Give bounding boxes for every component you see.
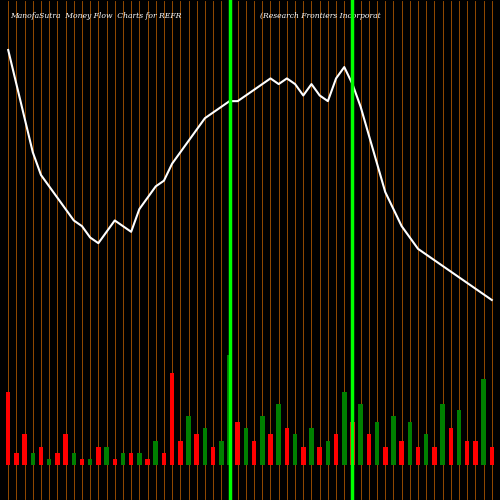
Bar (318, 446, 322, 465)
Bar (432, 446, 436, 465)
Bar (194, 434, 199, 465)
Text: ManofaSutra  Money Flow  Charts for REFR: ManofaSutra Money Flow Charts for REFR (10, 12, 182, 20)
Bar (408, 422, 412, 465)
Bar (383, 446, 388, 465)
Bar (260, 416, 264, 465)
Bar (276, 404, 281, 465)
Bar (186, 416, 191, 465)
Bar (30, 453, 35, 465)
Bar (112, 459, 117, 465)
Bar (22, 434, 27, 465)
Bar (219, 440, 224, 465)
Bar (473, 440, 478, 465)
Bar (244, 428, 248, 465)
Bar (129, 453, 134, 465)
Bar (440, 404, 445, 465)
Bar (14, 453, 18, 465)
Bar (457, 410, 462, 465)
Bar (366, 434, 371, 465)
Bar (391, 416, 396, 465)
Bar (80, 459, 84, 465)
Bar (334, 434, 338, 465)
Bar (6, 392, 10, 465)
Bar (47, 459, 52, 465)
Bar (202, 428, 207, 465)
Bar (228, 355, 232, 465)
Bar (137, 453, 141, 465)
Bar (301, 446, 306, 465)
Bar (424, 434, 428, 465)
Bar (120, 453, 125, 465)
Bar (448, 428, 453, 465)
Bar (55, 453, 60, 465)
Bar (416, 446, 420, 465)
Bar (38, 446, 43, 465)
Bar (482, 380, 486, 465)
Bar (350, 422, 354, 465)
Bar (375, 422, 380, 465)
Bar (465, 440, 469, 465)
Bar (96, 446, 100, 465)
Bar (72, 453, 76, 465)
Bar (64, 434, 68, 465)
Bar (170, 374, 174, 465)
Bar (309, 428, 314, 465)
Bar (211, 446, 216, 465)
Bar (104, 446, 109, 465)
Bar (342, 392, 346, 465)
Bar (293, 434, 298, 465)
Bar (252, 440, 256, 465)
Bar (146, 459, 150, 465)
Bar (154, 440, 158, 465)
Bar (326, 440, 330, 465)
Bar (162, 453, 166, 465)
Bar (284, 428, 289, 465)
Bar (236, 422, 240, 465)
Bar (358, 404, 363, 465)
Bar (88, 459, 92, 465)
Bar (400, 440, 404, 465)
Bar (268, 434, 272, 465)
Bar (490, 446, 494, 465)
Text: (Research Frontiers Incorporat: (Research Frontiers Incorporat (260, 12, 381, 20)
Bar (178, 440, 182, 465)
